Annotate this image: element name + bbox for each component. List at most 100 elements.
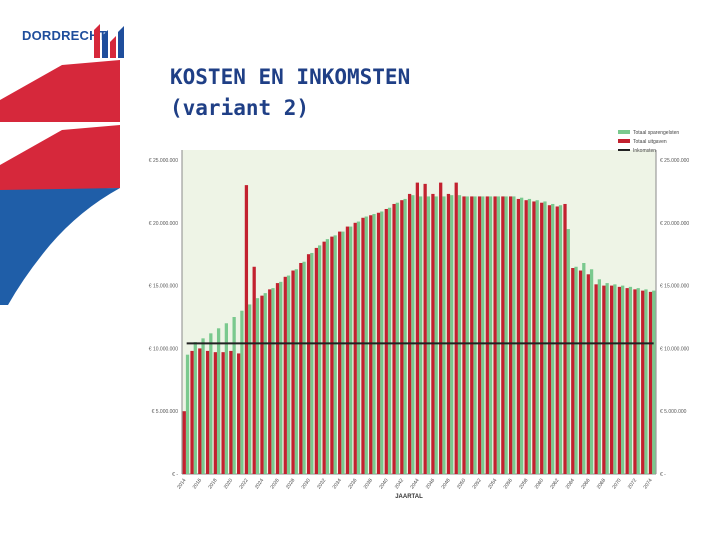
brand-side-graphic bbox=[0, 60, 120, 305]
bar-totaal-sparengelsten bbox=[652, 290, 656, 474]
y-tick-label-right: € 20.000.000 bbox=[660, 221, 689, 227]
x-tick-label: 2054 bbox=[487, 478, 498, 491]
x-tick-label: 2028 bbox=[285, 478, 296, 491]
dordrecht-flag-icon bbox=[94, 24, 124, 58]
bar-totaal-uitgaven bbox=[609, 285, 614, 474]
bar-totaal-sparengelsten bbox=[582, 262, 586, 474]
bar-totaal-sparengelsten bbox=[209, 333, 213, 474]
y-tick-label-left: € 20.000.000 bbox=[149, 221, 178, 227]
bar-totaal-sparengelsten bbox=[481, 196, 485, 474]
bar-totaal-uitgaven bbox=[275, 283, 280, 474]
x-tick-label: 2060 bbox=[534, 478, 545, 491]
x-tick-label: 2038 bbox=[363, 478, 374, 491]
bar-totaal-sparengelsten bbox=[512, 196, 516, 474]
y-tick-label-right: € 15.000.000 bbox=[660, 284, 689, 290]
bar-totaal-sparengelsten bbox=[224, 323, 229, 474]
bar-totaal-uitgaven bbox=[237, 353, 241, 474]
bar-totaal-sparengelsten bbox=[628, 286, 633, 474]
bar-totaal-uitgaven bbox=[268, 289, 272, 474]
x-tick-label: 2014 bbox=[176, 478, 187, 491]
bar-totaal-sparengelsten bbox=[240, 310, 244, 474]
brand-name: DORDRECHT bbox=[22, 28, 107, 43]
x-tick-label: 2024 bbox=[254, 478, 265, 491]
bar-totaal-uitgaven bbox=[229, 350, 233, 474]
bar-totaal-uitgaven bbox=[594, 284, 598, 474]
bar-totaal-uitgaven bbox=[477, 196, 482, 474]
bar-totaal-uitgaven bbox=[400, 200, 404, 474]
bar-totaal-uitgaven bbox=[369, 215, 373, 474]
bar-totaal-uitgaven bbox=[493, 196, 497, 474]
x-axis-title: JAARTAL bbox=[395, 494, 423, 500]
legend-swatch bbox=[618, 139, 630, 143]
bar-totaal-uitgaven bbox=[299, 262, 303, 474]
bar-totaal-uitgaven bbox=[182, 411, 186, 474]
bar-totaal-sparengelsten bbox=[543, 201, 547, 474]
bar-totaal-uitgaven bbox=[291, 270, 295, 474]
kosten-inkomsten-chart: € - € - € 5.000.000 € 5.000.000 € 10.000.000… bbox=[140, 128, 710, 500]
y-tick-label-left: € 10.000.000 bbox=[149, 346, 178, 352]
bar-totaal-sparengelsten bbox=[496, 196, 500, 474]
bar-totaal-sparengelsten bbox=[263, 293, 267, 474]
x-tick-label: 2072 bbox=[627, 478, 638, 491]
x-tick-label: 2022 bbox=[238, 478, 249, 491]
bar-totaal-sparengelsten bbox=[488, 196, 493, 474]
bar-totaal-sparengelsten bbox=[636, 288, 640, 474]
bar-totaal-sparengelsten bbox=[403, 198, 407, 474]
bar-totaal-uitgaven bbox=[617, 286, 622, 474]
bar-totaal-sparengelsten bbox=[232, 317, 236, 474]
bar-totaal-uitgaven bbox=[524, 200, 528, 474]
bar-totaal-uitgaven bbox=[602, 285, 606, 474]
x-tick-label: 2040 bbox=[378, 478, 389, 491]
bar-totaal-sparengelsten bbox=[349, 226, 353, 474]
bar-totaal-uitgaven bbox=[330, 236, 334, 474]
x-tick-label: 2032 bbox=[316, 478, 327, 491]
bar-totaal-sparengelsten bbox=[644, 289, 648, 474]
bar-totaal-sparengelsten bbox=[442, 196, 446, 474]
bar-totaal-uitgaven bbox=[648, 291, 653, 474]
bar-totaal-sparengelsten bbox=[341, 231, 345, 474]
bar-totaal-sparengelsten bbox=[589, 269, 594, 474]
bar-totaal-uitgaven bbox=[338, 231, 342, 474]
bar-totaal-uitgaven bbox=[485, 196, 489, 474]
x-tick-label: 2074 bbox=[642, 478, 653, 491]
bar-totaal-sparengelsten bbox=[613, 284, 617, 474]
bar-totaal-uitgaven bbox=[571, 268, 575, 474]
slide-title: KOSTEN EN INKOMSTEN (variant 2) bbox=[170, 65, 411, 120]
x-tick-label: 2042 bbox=[394, 478, 405, 491]
bar-totaal-uitgaven bbox=[625, 288, 629, 474]
y-tick-label-right: € 10.000.000 bbox=[660, 346, 689, 352]
x-tick-label: 2016 bbox=[192, 478, 203, 491]
y-tick-label-right: € 5.000.000 bbox=[660, 409, 687, 415]
bar-totaal-sparengelsten bbox=[302, 261, 306, 474]
bar-totaal-sparengelsten bbox=[535, 200, 539, 474]
bar-totaal-sparengelsten bbox=[356, 221, 361, 474]
bar-totaal-uitgaven bbox=[462, 196, 466, 474]
bar-totaal-sparengelsten bbox=[216, 328, 221, 474]
bar-totaal-uitgaven bbox=[407, 193, 412, 475]
bar-totaal-uitgaven bbox=[415, 182, 419, 474]
bar-totaal-sparengelsten bbox=[333, 235, 337, 474]
bar-totaal-uitgaven bbox=[563, 203, 567, 474]
bar-totaal-uitgaven bbox=[252, 266, 256, 474]
bar-totaal-sparengelsten bbox=[504, 196, 508, 474]
bar-totaal-uitgaven bbox=[547, 205, 552, 474]
bar-totaal-sparengelsten bbox=[193, 342, 197, 474]
bar-totaal-uitgaven bbox=[314, 247, 318, 474]
bar-totaal-sparengelsten bbox=[271, 288, 275, 474]
bar-totaal-sparengelsten bbox=[317, 245, 322, 474]
bar-totaal-uitgaven bbox=[508, 196, 513, 474]
bar-totaal-uitgaven bbox=[345, 226, 350, 474]
bar-totaal-uitgaven bbox=[431, 193, 435, 475]
bar-totaal-uitgaven bbox=[516, 198, 521, 474]
x-tick-label: 2048 bbox=[440, 478, 451, 491]
bar-totaal-sparengelsten bbox=[395, 202, 399, 474]
bar-totaal-uitgaven bbox=[205, 350, 210, 474]
bar-totaal-uitgaven bbox=[244, 185, 249, 474]
x-tick-label: 2058 bbox=[518, 478, 529, 491]
legend-label: Totaal uitgaven bbox=[633, 139, 667, 145]
bar-totaal-uitgaven bbox=[555, 206, 559, 475]
bar-totaal-sparengelsten bbox=[294, 269, 298, 474]
bar-totaal-uitgaven bbox=[532, 201, 536, 474]
bar-totaal-sparengelsten bbox=[434, 196, 438, 474]
x-tick-label: 2030 bbox=[301, 478, 312, 491]
